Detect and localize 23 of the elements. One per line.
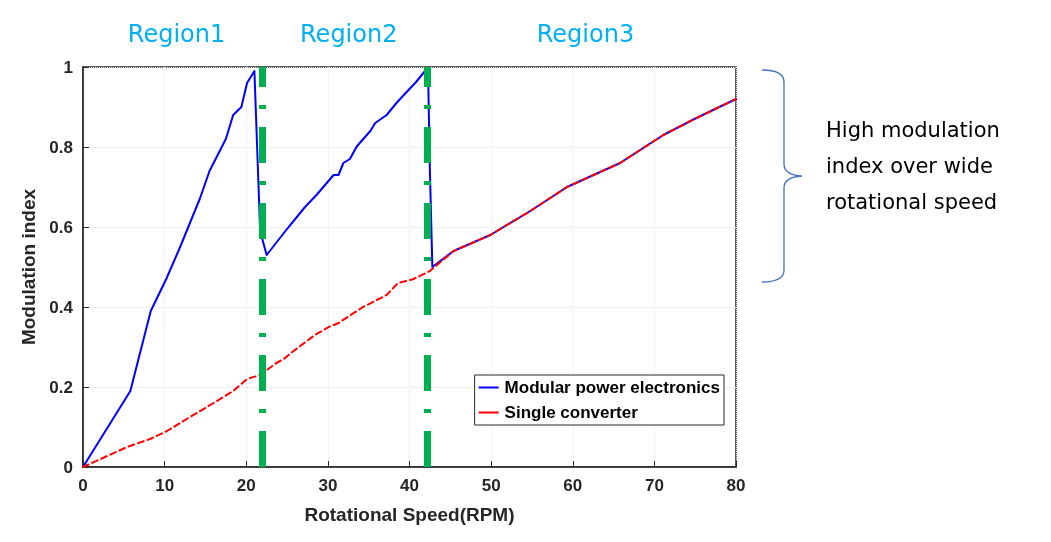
x-tick-label: 60 bbox=[563, 476, 583, 495]
text: Region1 bbox=[127, 20, 226, 48]
legend-label: Modular power electronics bbox=[504, 378, 721, 397]
x-tick-label: 50 bbox=[481, 476, 501, 495]
x-tick-label: 0 bbox=[78, 476, 88, 495]
x-tick-label: 80 bbox=[726, 476, 746, 495]
x-tick-label: 30 bbox=[318, 476, 338, 495]
x-tick-label: 40 bbox=[400, 476, 419, 495]
legend-label: Single converter bbox=[504, 403, 639, 422]
y-tick-label: 0.2 bbox=[49, 377, 73, 397]
y-tick-label: 1 bbox=[63, 57, 73, 77]
x-tick-label: 70 bbox=[644, 476, 664, 495]
x-axis-title: Rotational Speed(RPM) bbox=[304, 504, 515, 525]
text: High modulation index over wide rotational speed bbox=[826, 117, 1001, 216]
x-tick-label: 20 bbox=[236, 476, 256, 495]
text: Region3 bbox=[536, 20, 635, 48]
y-axis-title: Modulation index bbox=[18, 188, 39, 346]
text: Region2 bbox=[300, 20, 398, 48]
x-tick-label: 10 bbox=[155, 476, 175, 495]
y-tick-label: 0.8 bbox=[49, 137, 73, 157]
y-tick-label: 0.4 bbox=[49, 297, 74, 317]
y-tick-label: 0 bbox=[63, 457, 73, 477]
y-tick-label: 0.6 bbox=[49, 217, 73, 237]
